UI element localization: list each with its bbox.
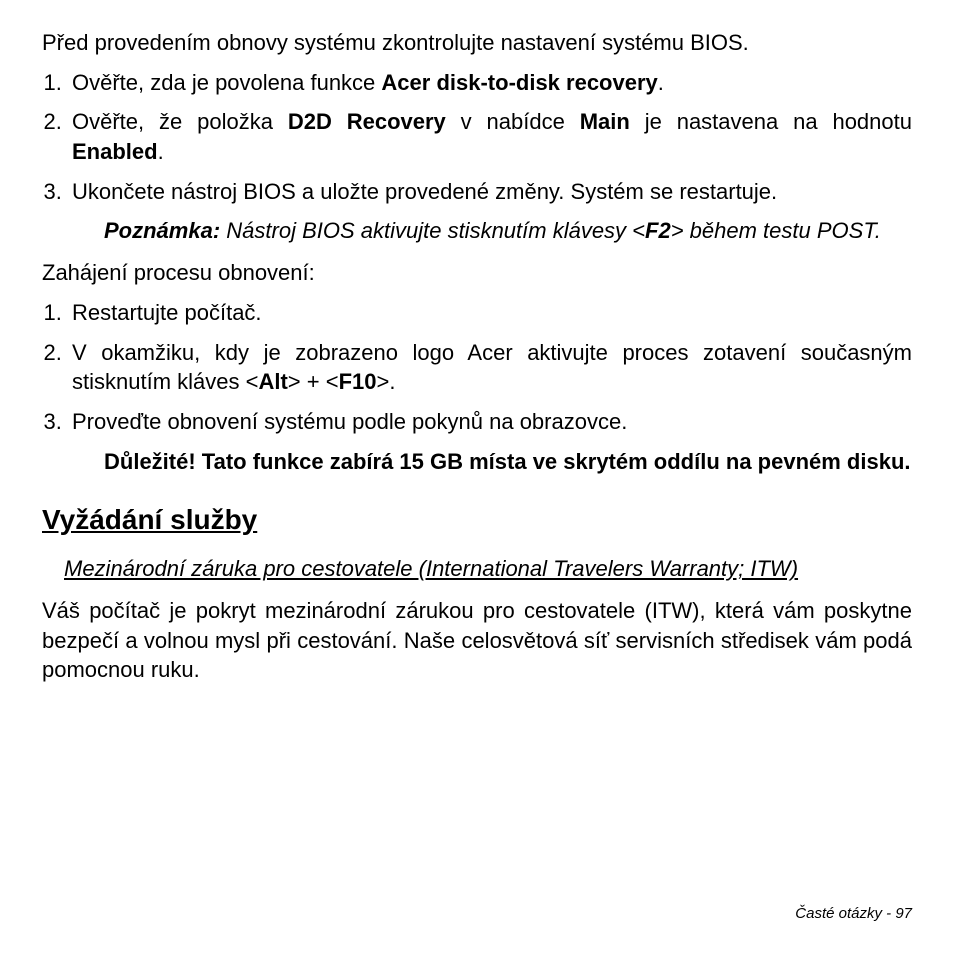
text: Nástroj BIOS aktivujte stisknutím kláves…	[220, 218, 645, 243]
list-item: Ověřte, zda je povolena funkce Acer disk…	[68, 68, 912, 98]
key-name: F2	[645, 218, 671, 243]
text: je nastavena na hodnotu	[630, 109, 912, 134]
key-name: Alt	[258, 369, 287, 394]
bold-text: Acer disk-to-disk recovery	[381, 70, 657, 95]
page-number: 97	[895, 905, 912, 922]
text: .	[658, 70, 664, 95]
text: V okamžiku, kdy je zobrazeno logo Acer a…	[72, 340, 912, 395]
list-item: Ukončete nástroj BIOS a uložte provedené…	[68, 177, 912, 207]
bios-check-list: Ověřte, zda je povolena funkce Acer disk…	[42, 68, 912, 207]
text: Ověřte, že položka	[72, 109, 288, 134]
note-label: Poznámka:	[104, 218, 220, 243]
footer-label: Časté otázky -	[795, 905, 895, 922]
text: >.	[376, 369, 395, 394]
section-heading: Vyžádání služby	[42, 504, 912, 536]
start-paragraph: Zahájení procesu obnovení:	[42, 258, 912, 288]
bold-text: D2D Recovery	[288, 109, 446, 134]
list-item: Ověřte, že položka D2D Recovery v nabídc…	[68, 107, 912, 166]
list-item: V okamžiku, kdy je zobrazeno logo Acer a…	[68, 338, 912, 397]
page-footer: Časté otázky - 97	[795, 905, 912, 922]
text: v nabídce	[446, 109, 580, 134]
subsection-heading: Mezinárodní záruka pro cestovatele (Inte…	[64, 554, 912, 584]
key-name: F10	[339, 369, 377, 394]
important-paragraph: Důležité! Tato funkce zabírá 15 GB místa…	[104, 447, 912, 477]
text: Ověřte, zda je povolena funkce	[72, 70, 381, 95]
bold-text: Main	[580, 109, 630, 134]
list-item: Restartujte počítač.	[68, 298, 912, 328]
text: > během testu POST.	[671, 218, 881, 243]
intro-paragraph: Před provedením obnovy systému zkontrolu…	[42, 28, 912, 58]
itw-paragraph: Váš počítač je pokryt mezinárodní záruko…	[42, 596, 912, 685]
bold-text: Enabled	[72, 139, 158, 164]
recovery-steps-list: Restartujte počítač. V okamžiku, kdy je …	[42, 298, 912, 437]
text: > + <	[288, 369, 339, 394]
note-paragraph: Poznámka: Nástroj BIOS aktivujte stisknu…	[104, 216, 912, 246]
text: .	[158, 139, 164, 164]
list-item: Proveďte obnovení systému podle pokynů n…	[68, 407, 912, 437]
